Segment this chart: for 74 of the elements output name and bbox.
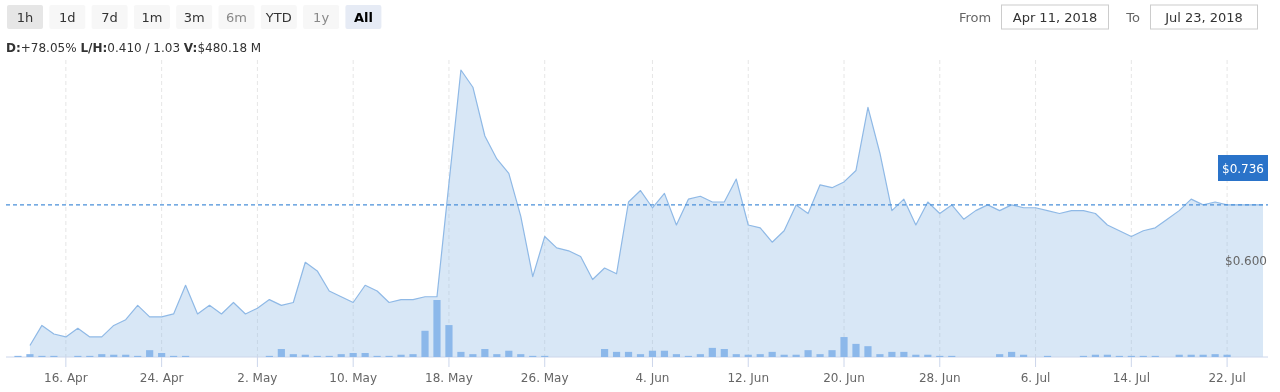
bar <box>636 354 645 357</box>
bar <box>433 300 441 357</box>
bar <box>26 354 34 357</box>
bar <box>888 351 896 357</box>
x-tick-label: 28. Jun <box>918 371 961 385</box>
bar <box>660 350 669 357</box>
text: 6m <box>226 10 247 25</box>
bar <box>756 354 764 357</box>
bar <box>517 354 525 357</box>
bar <box>876 354 884 357</box>
bar <box>720 349 728 357</box>
annotation: $0.736 <box>1222 162 1264 176</box>
bar <box>421 330 429 357</box>
bar <box>708 347 716 357</box>
x-tick-label: 6. Jul <box>1020 371 1051 385</box>
bar <box>445 325 453 357</box>
bar <box>409 354 417 357</box>
bar <box>277 349 285 357</box>
bar <box>469 354 477 357</box>
bar <box>98 354 106 357</box>
bar <box>840 337 848 357</box>
bar <box>828 350 836 357</box>
x-tick-label: 22. Jul <box>1208 371 1246 385</box>
text: To <box>1125 10 1140 25</box>
text: All <box>353 10 373 25</box>
bar <box>768 351 776 357</box>
bar <box>493 354 501 357</box>
text: Jul 23, 2018 <box>1164 10 1243 25</box>
x-tick-label: 10. May <box>329 371 378 385</box>
bar <box>732 354 740 357</box>
bar <box>158 353 166 357</box>
text: 3m <box>183 10 205 25</box>
text: 1d <box>59 10 76 25</box>
bar <box>505 350 513 357</box>
bar <box>648 350 657 357</box>
text: 1m <box>141 10 163 25</box>
text: YTD <box>264 10 292 25</box>
bar <box>457 351 465 357</box>
bar <box>1008 351 1016 357</box>
bar <box>612 351 621 357</box>
x-tick-label: 2. May <box>237 371 278 385</box>
bar <box>146 350 154 357</box>
text: 1h <box>16 10 34 25</box>
bar <box>361 353 369 357</box>
x-tick-label: 12. Jun <box>727 371 770 385</box>
bar <box>804 350 812 357</box>
bar <box>864 346 872 357</box>
text: 7d <box>101 10 118 25</box>
x-tick-label: 20. Jun <box>823 371 865 385</box>
text: Apr 11, 2018 <box>1012 10 1098 25</box>
annotation: $0.600 <box>1225 254 1267 268</box>
bar <box>852 343 860 357</box>
bar <box>1211 354 1219 357</box>
text: 1y <box>313 10 330 25</box>
bar <box>349 353 357 357</box>
bar <box>481 349 489 357</box>
text: From <box>958 10 992 25</box>
bar <box>624 351 633 357</box>
x-tick-label: 4. Jun <box>635 371 670 385</box>
text: D:+78.05% L/H:0.410 / 1.03 V:$480.18 M <box>6 41 262 55</box>
x-tick-label: 18. May <box>425 371 473 385</box>
x-tick-label: 24. Apr <box>139 371 184 385</box>
bar <box>397 354 405 357</box>
bar <box>337 354 345 357</box>
bar <box>289 354 297 357</box>
bar <box>816 354 824 357</box>
x-tick-label: 16. Apr <box>44 371 88 385</box>
bar <box>600 349 609 357</box>
bar <box>996 354 1004 357</box>
bar <box>696 354 704 357</box>
bar <box>900 351 908 357</box>
x-tick-label: 26. May <box>520 371 569 385</box>
x-tick-label: 14. Jul <box>1112 371 1151 385</box>
bar <box>672 354 680 357</box>
